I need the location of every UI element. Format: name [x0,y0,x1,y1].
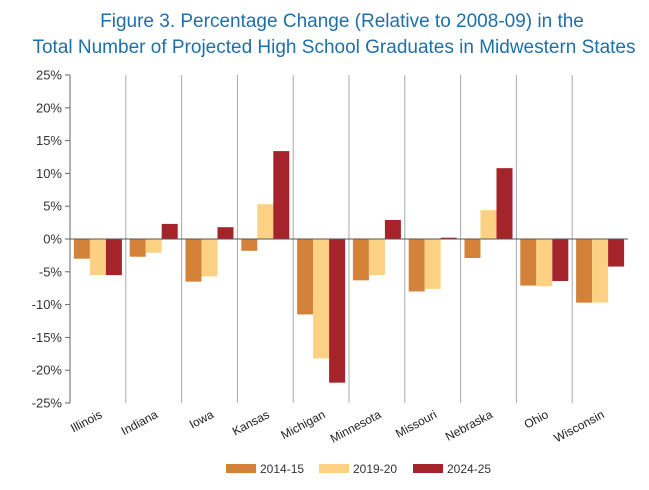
bar-illinois-2019-20 [89,239,106,276]
bar-wisconsin-2014-15 [576,239,593,303]
legend: 2014-15 2019-20 2024-25 [226,462,491,476]
bar-ohio-2024-25 [552,239,569,281]
bar-iowa-2014-15 [185,239,202,282]
category-label-kansas: Kansas [230,407,272,438]
category-label-missouri: Missouri [393,407,439,440]
category-label-ohio: Ohio [522,407,551,431]
bar-wisconsin-2024-25 [608,239,625,267]
bar-missouri-2014-15 [408,239,425,292]
bar-illinois-2024-25 [105,239,122,276]
legend-label-2019-20: 2019-20 [353,462,397,476]
y-tick-label: -20% [32,363,63,378]
legend-swatch-2019-20 [319,464,349,473]
bar-minnesota-2014-15 [352,239,369,281]
bar-wisconsin-2019-20 [592,239,609,303]
bar-ohio-2019-20 [536,239,553,287]
bar-nebraska-2014-15 [464,239,481,259]
bar-iowa-2019-20 [201,239,218,277]
chart-title-line-2: Total Number of Projected High School Gr… [32,37,635,58]
category-label-nebraska: Nebraska [443,407,495,444]
bar-kansas-2019-20 [257,204,274,239]
bar-indiana-2019-20 [145,239,162,253]
bar-minnesota-2019-20 [368,239,385,276]
category-label-illinois: Illinois [68,407,104,435]
bar-missouri-2019-20 [424,239,441,289]
bar-indiana-2024-25 [161,223,178,239]
legend-swatch-2014-15 [226,464,256,473]
bar-missouri-2024-25 [440,237,457,239]
bar-michigan-2024-25 [329,239,346,383]
y-tick-label: 0% [43,232,62,247]
y-tick-label: -5% [39,264,63,279]
legend-label-2014-15: 2014-15 [260,462,304,476]
bar-ohio-2014-15 [520,239,537,286]
bar-nebraska-2024-25 [496,168,513,239]
category-label-iowa: Iowa [187,407,216,431]
category-label-wisconsin: Wisconsin [552,407,607,445]
bar-michigan-2019-20 [313,239,330,359]
legend-label-2024-25: 2024-25 [447,462,491,476]
y-tick-label: -15% [32,330,63,345]
y-tick-label: 20% [36,100,62,115]
category-label-minnesota: Minnesota [328,407,384,446]
bar-kansas-2024-25 [273,151,290,239]
y-tick-label: 10% [36,166,62,181]
bar-michigan-2014-15 [297,239,314,315]
y-tick-label: 25% [36,68,62,83]
plot-area: 25% 20% 15% 10% 5% 0% -5% -10% -15% -20% -25% Illin… [32,68,628,446]
category-label-michigan: Michigan [279,407,328,442]
bar-indiana-2014-15 [129,239,146,257]
bar-minnesota-2024-25 [384,219,401,239]
y-tick-label: 5% [43,199,62,214]
y-tick-label: 15% [36,133,62,148]
y-tick-label: -25% [32,396,63,411]
bar-kansas-2014-15 [241,239,258,251]
bar-iowa-2024-25 [217,227,234,239]
y-tick-label: -10% [32,297,63,312]
bar-nebraska-2019-20 [480,210,497,239]
category-label-indiana: Indiana [119,407,161,438]
chart-title-line-1: Figure 3. Percentage Change (Relative to… [100,11,584,32]
legend-swatch-2024-25 [413,464,443,473]
bar-illinois-2014-15 [73,239,90,259]
